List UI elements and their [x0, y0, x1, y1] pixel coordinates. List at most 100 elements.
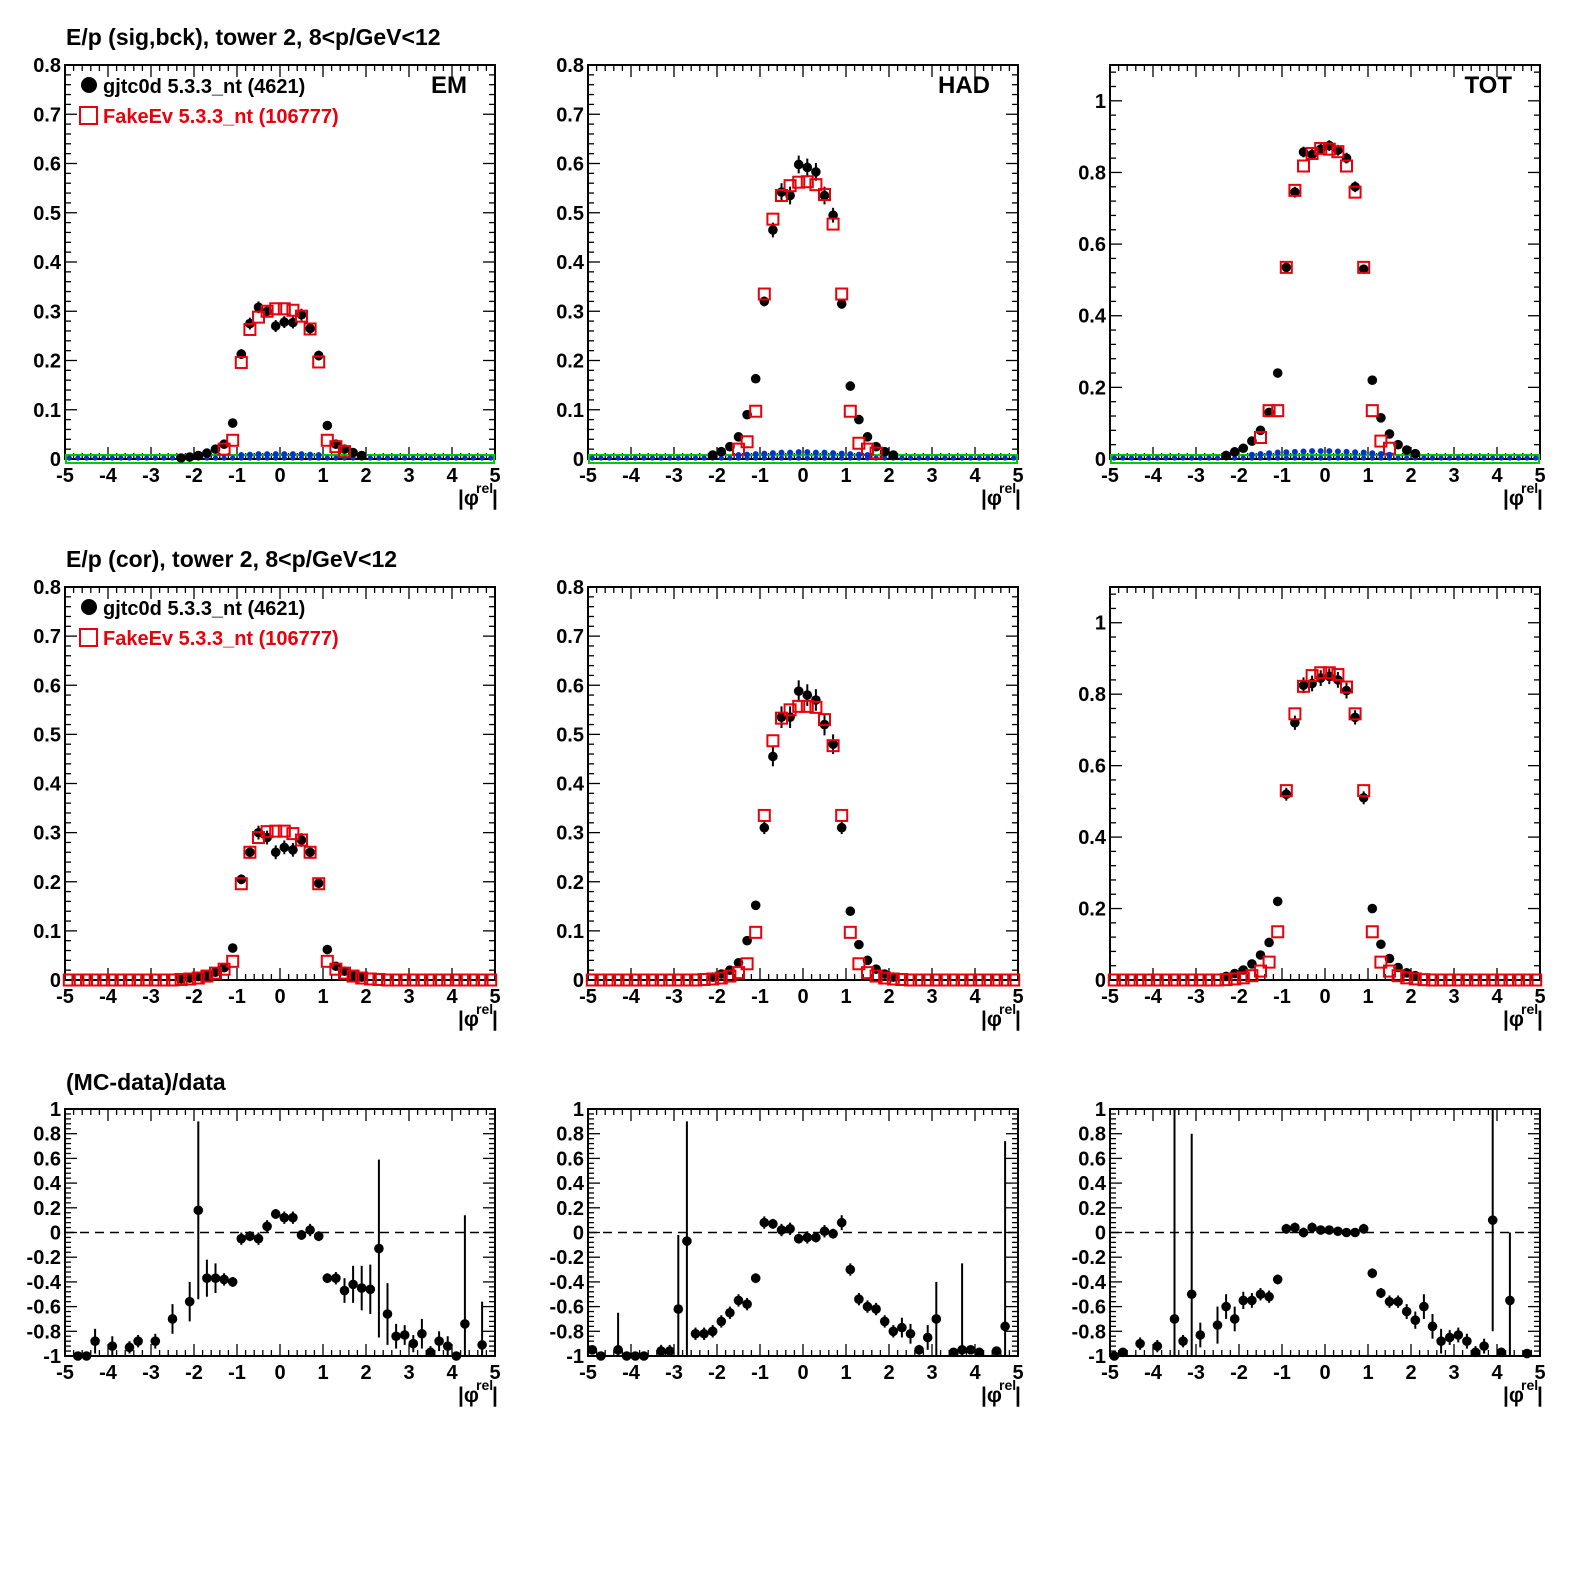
- background-data-point: [436, 455, 442, 461]
- background-data-point: [445, 455, 451, 461]
- x-tick-label: 4: [446, 1362, 458, 1384]
- data-point: [742, 1299, 752, 1309]
- y-tick-label: 0: [1095, 1223, 1106, 1245]
- mc-point: [981, 973, 995, 987]
- data-point: [382, 1309, 393, 1319]
- x-tick-label: 4: [1491, 986, 1503, 1008]
- x-tick-label: -1: [751, 986, 769, 1008]
- mc-point: [123, 973, 136, 987]
- x-tick-label: 2: [1405, 1362, 1416, 1384]
- mc-point: [243, 322, 257, 336]
- data-point: [408, 1338, 419, 1349]
- x-tick-label: 1: [1362, 986, 1373, 1008]
- mc-point: [295, 309, 308, 323]
- legend-data-marker: [81, 599, 97, 615]
- mc-point: [174, 973, 188, 987]
- background-data-point: [942, 455, 948, 461]
- chart-ratio-had: -1-0.8-0.6-0.4-0.200.20.40.60.81-5 -4 -3 -2…: [550, 1099, 1024, 1407]
- data-point: [279, 1212, 290, 1223]
- mc-point: [191, 971, 205, 985]
- background-data-point: [144, 455, 150, 461]
- y-tick-label: 0.2: [1078, 377, 1106, 399]
- y-tick-label: 0.5: [556, 203, 584, 225]
- data-point: [1000, 1321, 1010, 1332]
- x-tick-label: -4: [622, 1362, 641, 1384]
- mc-point: [1219, 973, 1233, 987]
- y-tick-label: 0.6: [33, 675, 61, 697]
- mc-point: [424, 973, 437, 987]
- mc-point: [878, 971, 892, 985]
- data-point: [1377, 450, 1384, 457]
- data-point: [1376, 1288, 1386, 1298]
- data-point: [73, 1351, 83, 1361]
- data-point: [1281, 789, 1292, 800]
- x-tick-label: -3: [142, 986, 160, 1008]
- data-point: [793, 1233, 804, 1244]
- x-tick-label: -1: [751, 465, 769, 487]
- background-data-point: [684, 455, 690, 461]
- data-point: [621, 1351, 632, 1361]
- x-tick-label: 3: [926, 465, 937, 487]
- mc-point: [1133, 973, 1147, 987]
- mc-point: [1007, 973, 1021, 987]
- x-tick-label: 3: [403, 986, 414, 1008]
- background-data-point: [1429, 455, 1436, 461]
- data-point: [836, 822, 847, 833]
- background-data-point: [101, 455, 107, 461]
- mc-point: [1288, 707, 1302, 721]
- mc-point: [1254, 964, 1267, 978]
- background-data-point: [675, 455, 681, 461]
- y-tick-label: 0.3: [33, 301, 61, 323]
- x-tick-label: -5: [56, 1362, 74, 1384]
- mc-point: [329, 962, 343, 976]
- x-tick-label: -4: [622, 465, 641, 487]
- mc-point: [740, 435, 754, 449]
- y-tick-label: -0.2: [1072, 1247, 1106, 1269]
- data-point: [1453, 1330, 1464, 1340]
- x-tick-label: 4: [969, 1362, 981, 1384]
- data-point: [830, 450, 837, 457]
- background-data-point: [1189, 455, 1195, 461]
- data-point: [613, 1345, 623, 1355]
- data-point: [948, 1347, 959, 1358]
- x-tick-label: 3: [926, 986, 937, 1008]
- mc-point: [1150, 973, 1164, 987]
- background-data-point: [598, 455, 604, 461]
- mc-point: [234, 355, 248, 369]
- data-point: [1195, 1330, 1206, 1340]
- mc-point: [1168, 973, 1181, 987]
- y-tick-label: 0.1: [556, 400, 584, 422]
- background-data-point: [959, 455, 965, 461]
- data-point: [1264, 1291, 1274, 1302]
- background-data-point: [453, 455, 459, 461]
- data-point: [1341, 1227, 1352, 1238]
- mc-point: [895, 973, 909, 987]
- mc-point: [611, 973, 625, 987]
- x-tick-label: 2: [1405, 986, 1416, 1008]
- data-point: [451, 1351, 462, 1361]
- data-point: [1255, 425, 1266, 436]
- x-tick-label: 5: [1012, 465, 1023, 487]
- y-tick-label: 0.4: [33, 252, 62, 274]
- data-point: [227, 418, 238, 428]
- data-point: [1266, 450, 1273, 457]
- x-tick-label: -1: [1273, 1362, 1291, 1384]
- background-data-point: [796, 455, 802, 461]
- mc-point: [389, 973, 403, 987]
- y-tick-label: 0.3: [556, 301, 584, 323]
- mc-point: [363, 972, 377, 986]
- data-point: [871, 1304, 881, 1314]
- y-tick-label: 0: [50, 449, 61, 471]
- data-point: [272, 451, 279, 458]
- chart-ep-cor-had: 0 0.1 0.2 0.3 0.4 0.5 0.6 0.7 0.8 -5 -4 -3 -2 -1 0 1 2 3 4…: [556, 577, 1023, 1031]
- x-axis-label-sup: rel: [476, 480, 493, 496]
- x-tick-label: 4: [969, 986, 981, 1008]
- data-point: [1248, 451, 1255, 458]
- data-point: [202, 1273, 212, 1283]
- mc-point: [1340, 680, 1353, 694]
- mc-point: [1460, 973, 1474, 987]
- data-point: [1419, 1301, 1429, 1312]
- mc-point: [1193, 973, 1207, 987]
- data-point: [1410, 448, 1421, 459]
- background-data-point: [606, 455, 613, 461]
